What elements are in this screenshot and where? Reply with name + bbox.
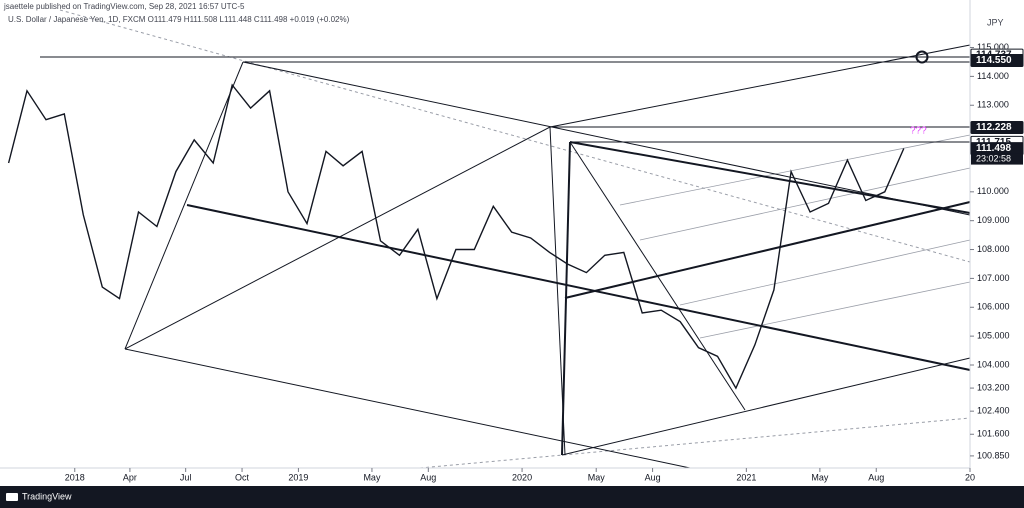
parallel-line (699, 281, 971, 339)
price-label: 114.550 (976, 55, 1012, 66)
x-tick-label: 2019 (288, 472, 308, 482)
x-tick-label: 2020 (512, 472, 532, 482)
parallel-line (639, 167, 971, 241)
y-tick-label: 103.200 (977, 382, 1010, 392)
price-label-box (970, 121, 1024, 135)
dashed-line (419, 417, 971, 469)
x-tick-label: Oct (235, 472, 250, 482)
x-tick-label: May (588, 472, 606, 482)
x-tick-label: Aug (420, 472, 436, 482)
x-tick-label: 2018 (65, 472, 85, 482)
publisher: jsaettele published on TradingView.com, … (3, 2, 245, 11)
parallel-line (679, 239, 971, 306)
y-tick-label: 109.000 (977, 215, 1010, 225)
trend-line (569, 141, 971, 214)
y-tick-label: 101.600 (977, 429, 1010, 439)
countdown: 23:02:58 (976, 153, 1011, 163)
x-tick-label: Aug (868, 472, 884, 482)
drawings (40, 9, 971, 469)
y-tick-label: 110.000 (977, 186, 1009, 196)
brand-logo (6, 493, 18, 501)
price-label: 112.228 (976, 122, 1012, 133)
parallel-line (619, 134, 971, 206)
median-line (186, 204, 971, 371)
x-tick-label: Aug (645, 472, 661, 482)
x-tick-label: May (811, 472, 829, 482)
y-tick-label: 115.000 (977, 42, 1009, 52)
countdown-box (971, 153, 1023, 165)
y-tick-label: 105.000 (977, 331, 1010, 341)
currency-label: JPY (987, 17, 1004, 27)
dashed-line (59, 9, 971, 263)
trend-line (242, 61, 971, 216)
x-tick-label: 2021 (736, 472, 756, 482)
x-tick-label: 20 (965, 472, 975, 482)
trend-line (124, 61, 244, 350)
x-tick-label: Apr (123, 472, 137, 482)
y-tick-label: 102.400 (977, 406, 1010, 416)
y-tick-label: 100.850 (977, 450, 1010, 460)
y-tick-label: 106.000 (977, 302, 1010, 312)
footer-bar (0, 486, 1024, 508)
y-tick-label: 114.000 (977, 71, 1009, 81)
price-label: 111.498 (976, 143, 1011, 154)
x-tick-label: May (363, 472, 381, 482)
y-tick-label: 108.000 (977, 244, 1010, 254)
price-line (7, 83, 905, 390)
trend-line (124, 126, 551, 350)
y-tick-label: 113.000 (977, 100, 1009, 110)
brand: TradingView (22, 491, 72, 501)
target-circle (915, 50, 929, 64)
y-tick-label: 107.000 (977, 273, 1010, 283)
symbol-legend: U.S. Dollar / Japanese Yen, 1D, FXCM O11… (8, 15, 350, 24)
y-tick-label: 104.000 (977, 359, 1010, 369)
annotation: ??? (910, 126, 927, 137)
x-tick-label: Jul (180, 472, 192, 482)
trend-line (561, 357, 971, 456)
trend-line (549, 44, 971, 128)
price-label-box (970, 54, 1024, 68)
trend-line (124, 348, 691, 469)
